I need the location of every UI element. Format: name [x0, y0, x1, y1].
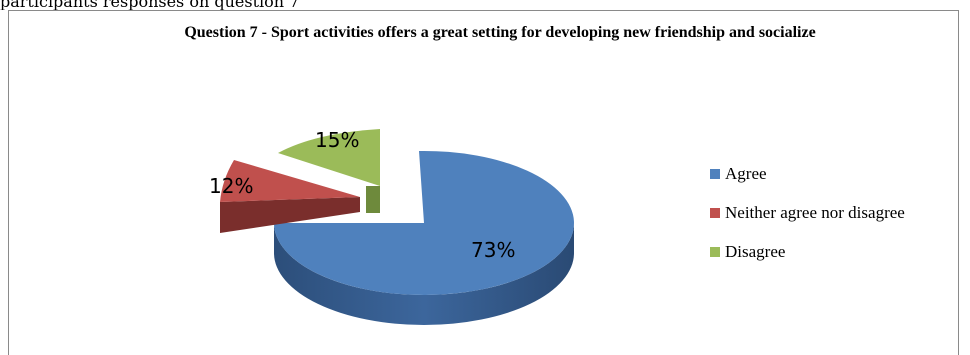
legend-label-agree: Agree: [725, 164, 767, 183]
data-label-agree: 73%: [471, 238, 516, 262]
legend-label-neither: Neither agree nor disagree: [725, 203, 905, 222]
pie-slice-neither-side: [220, 197, 360, 233]
pie-slice-disagree-top: [278, 129, 380, 186]
chart-legend: Agree Neither agree nor disagree Disagre…: [710, 163, 905, 280]
pie-slice-disagree-side: [366, 186, 380, 213]
data-label-disagree: 15%: [315, 128, 360, 152]
chart-title: Question 7 - Sport activities offers a g…: [184, 24, 816, 41]
pie-slice-agree-side: [274, 223, 574, 325]
pie-slice-disagree: [278, 129, 380, 213]
legend-swatch-neither: [710, 208, 720, 218]
pie-slice-agree: [274, 150, 574, 325]
pie-slice-agree-top: [274, 150, 574, 295]
legend-item-disagree: Disagree: [710, 241, 905, 263]
legend-item-agree: Agree: [710, 163, 905, 185]
cropped-document-text: participants responses on question 7: [0, 0, 300, 10]
legend-swatch-disagree: [710, 247, 720, 257]
legend-label-disagree: Disagree: [725, 242, 786, 261]
pie-slice-neither: [220, 160, 360, 233]
legend-item-neither: Neither agree nor disagree: [710, 202, 905, 224]
legend-swatch-agree: [710, 169, 720, 179]
data-label-neither: 12%: [209, 174, 254, 198]
pie-slice-neither-top: [220, 160, 360, 202]
chart-frame: [8, 10, 959, 355]
